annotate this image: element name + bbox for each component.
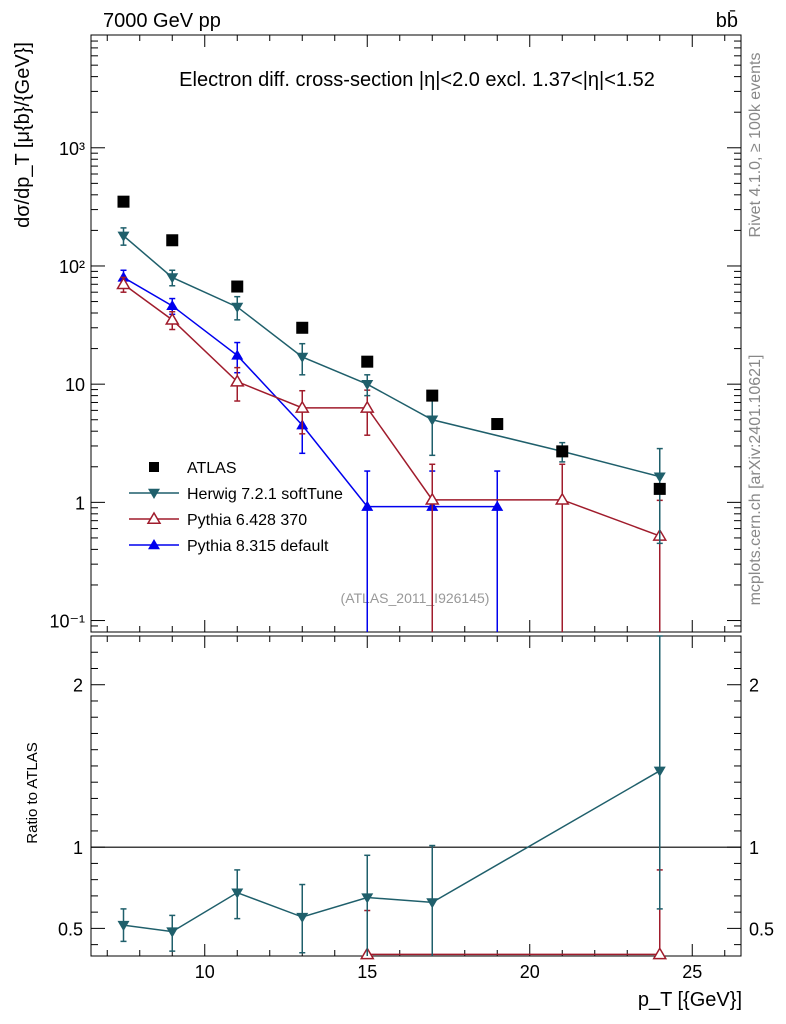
main-title: Electron diff. cross-section |η|<2.0 exc… — [179, 69, 655, 91]
main-pythia-6-428-370-point — [294, 400, 310, 413]
main-atlas-point — [231, 280, 244, 293]
header-right: bb̄ — [716, 9, 738, 32]
main-panel: 10⁻¹ 1 10 10² 10³ — [49, 34, 742, 956]
x-tick-label: 20 — [520, 962, 540, 982]
main-herwig-7-2-1-softtune-point — [653, 472, 666, 483]
main-pythia-6-428-370-point — [424, 492, 440, 505]
main-herwig-7-2-1-softtune-line — [123, 235, 660, 478]
legend-herwig-7-2-1-softtune-marker — [148, 488, 160, 499]
ratio-herwig-7-2-1-softtune-point — [231, 888, 244, 899]
ratio-panel: 10 15 20 25 0.5 0.5 1 1 2 2 — [58, 635, 774, 982]
legend-pythia-6-428-370-marker — [146, 511, 162, 524]
main-pythia-6-428-370-point — [116, 276, 131, 290]
ratio-herwig-7-2-1-softtune-point — [426, 898, 439, 909]
main-herwig-7-2-1-softtune-point — [231, 302, 244, 313]
legend-atlas-label: ATLAS — [187, 460, 237, 477]
y-tick-label: 1 — [75, 493, 85, 513]
ratio-herwig-7-2-1-softtune-line — [123, 770, 661, 933]
main-atlas-point — [361, 355, 374, 368]
y-tick-label: 10 — [65, 375, 85, 395]
ratio-herwig-7-2-1-softtune-point — [361, 893, 374, 904]
main-pythia-8-315-default-point — [231, 349, 244, 360]
main-pythia-8-315-default-line — [123, 276, 498, 508]
ratio-herwig-7-2-1-softtune-point — [296, 912, 309, 924]
ratio-y-tick-label: 2 — [73, 676, 83, 696]
main-pythia-6-428-370-line — [123, 283, 661, 537]
main-atlas-point — [296, 321, 309, 334]
main-pythia-6-428-370-point — [229, 374, 245, 387]
x-tick-label: 25 — [682, 962, 702, 982]
legend-pythia-8-315-default-label: Pythia 8.315 default — [187, 538, 329, 555]
ratio-herwig-7-2-1-softtune-point — [653, 766, 666, 777]
main-atlas-point — [556, 445, 569, 458]
ratio-y-tick-label: 1 — [73, 838, 83, 858]
ratio-y-tick-label-right: 0.5 — [749, 919, 774, 939]
main-herwig-7-2-1-softtune-point — [166, 273, 179, 284]
main-pythia-6-428-370-point — [164, 312, 180, 325]
main-pythia-8-315-default-point — [361, 500, 374, 511]
main-plot-frame — [90, 34, 742, 633]
header-left: 7000 GeV pp — [103, 10, 221, 32]
main-y-axis-label: dσ/dp_T [μ{b}/{GeV}] — [12, 42, 34, 228]
legend-atlas-marker — [149, 462, 159, 472]
main-atlas-point — [426, 389, 439, 402]
ratio-herwig-7-2-1-softtune-point — [117, 920, 130, 932]
x-axis-label: p_T [{GeV}] — [638, 989, 742, 1011]
main-atlas-point — [166, 234, 179, 247]
main-atlas-point — [491, 418, 504, 431]
ratio-herwig-7-2-1-softtune-point — [166, 927, 179, 938]
legend-pythia-8-315-default-marker — [148, 539, 160, 550]
main-herwig-7-2-1-softtune-point — [117, 231, 130, 242]
main-herwig-7-2-1-softtune-point — [296, 352, 309, 363]
ratio-y-tick-label-right: 2 — [749, 676, 759, 696]
legend: ATLAS Herwig 7.2.1 softTune Pythia 6.428 3… — [129, 460, 343, 555]
ratio-y-tick-label-right: 1 — [749, 838, 759, 858]
y-tick-label: 10⁻¹ — [49, 612, 85, 632]
ratio-pythia-6-428-370-point — [652, 946, 668, 960]
main-pythia-8-315-default-point — [166, 299, 179, 311]
main-atlas-point — [117, 195, 130, 208]
ratio-plot-frame — [90, 635, 742, 957]
x-tick-label: 10 — [195, 962, 215, 982]
main-pythia-8-315-default-point — [117, 271, 130, 282]
main-pythia-6-428-370-point — [359, 400, 375, 413]
main-pythia-8-315-default-point — [491, 500, 504, 511]
side-label-mcplots: mcplots.cern.ch [arXiv:2401.10621] — [747, 355, 764, 606]
main-herwig-7-2-1-softtune-point — [426, 415, 439, 426]
legend-herwig-7-2-1-softtune-label: Herwig 7.2.1 softTune — [187, 486, 343, 503]
watermark: (ATLAS_2011_I926145) — [341, 590, 490, 606]
ratio-y-tick-label: 0.5 — [58, 919, 83, 939]
side-label-rivet: Rivet 4.1.0, ≥ 100k events — [747, 53, 764, 238]
main-atlas-point — [653, 482, 666, 495]
main-pythia-6-428-370-point — [554, 492, 570, 505]
ratio-y-axis-label: Ratio to ATLAS — [24, 742, 41, 843]
x-tick-label: 15 — [357, 962, 377, 982]
main-herwig-7-2-1-softtune-point — [361, 379, 374, 391]
y-tick-label: 10² — [59, 257, 85, 277]
legend-pythia-6-428-370-label: Pythia 6.428 370 — [187, 512, 307, 529]
y-tick-label: 10³ — [59, 139, 85, 159]
